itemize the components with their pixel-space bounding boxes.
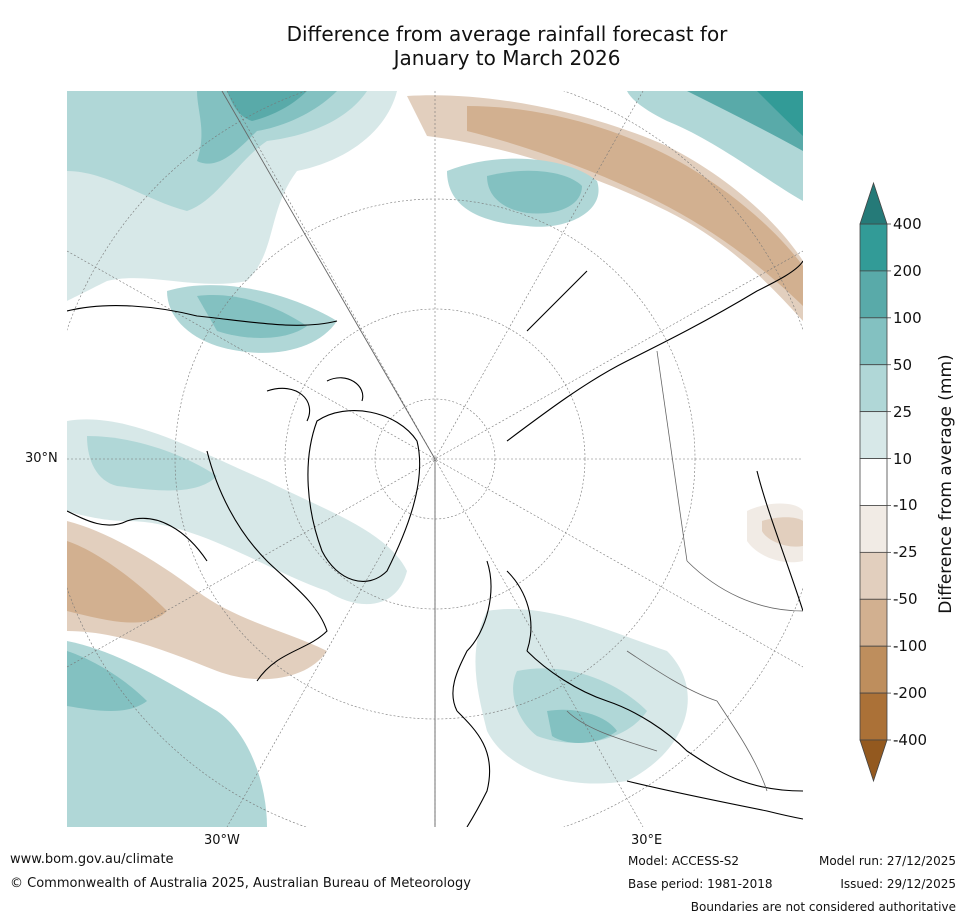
longitude-label-30w: 30°W (204, 833, 240, 848)
coastline-east-asia (756, 470, 803, 612)
colorbar-band (859, 645, 888, 694)
colorbar-tick-label: 50 (893, 355, 913, 374)
wet-region-mediterranean-core (513, 668, 647, 743)
dry-region-east-asia-core (762, 517, 803, 547)
colorbar-tick-label: -100 (893, 637, 928, 656)
colorbar-lower-extension (859, 739, 888, 783)
colorbar-band (859, 411, 888, 459)
website-url[interactable]: www.bom.gov.au/climate (10, 852, 174, 867)
colorbar-tick-label: -10 (893, 496, 918, 515)
boundaries-disclaimer: Boundaries are not considered authoritat… (690, 900, 956, 914)
wet-region-north-pacific-peak (227, 91, 307, 121)
colorbar-band (859, 270, 888, 319)
dry-region-eastern-pacific (67, 521, 327, 680)
colorbar-tick-label: 10 (893, 449, 913, 468)
colorbar-tick-label: 100 (893, 308, 922, 327)
longitude-label-30e: 30°E (631, 833, 663, 848)
coastline-europe (456, 650, 803, 827)
forecast-map (67, 91, 803, 827)
colorbar-tick-label: -400 (893, 731, 928, 749)
colorbar-band (859, 505, 888, 553)
coastline-canadian-arctic (266, 377, 364, 422)
colorbar-tick-label: -25 (893, 543, 918, 562)
colorbar-tick-label: -50 (893, 590, 918, 609)
colorbar-band (859, 692, 888, 741)
base-period: Base period: 1981-2018 (628, 877, 773, 891)
map-canvas (67, 91, 803, 827)
latitude-label-30n: 30°N (25, 451, 58, 466)
title-line-2: January to March 2026 (393, 46, 621, 70)
map-solid-meridians (221, 91, 436, 827)
colorbar-tick-label: 200 (893, 261, 922, 280)
dry-region-north-atlantic-core (467, 106, 803, 306)
coastline-siberia (506, 260, 803, 442)
wet-region-alaska-core (197, 295, 307, 338)
copyright-text: © Commonwealth of Australia 2025, Austra… (10, 876, 471, 891)
wet-region-subtropical-pacific-core (67, 651, 147, 711)
country-borders (566, 350, 803, 792)
coastlines (67, 260, 803, 827)
colorbar-upper-extension (859, 181, 888, 225)
colorbar-title: Difference from average (mm) (936, 354, 956, 614)
title-line-1: Difference from average rainfall forecas… (286, 22, 728, 46)
map-title: Difference from average rainfall forecas… (180, 22, 834, 70)
model-name: Model: ACCESS-S2 (628, 854, 740, 868)
colorbar-band (859, 223, 888, 272)
dry-region-eastern-pacific-core (67, 541, 167, 623)
colorbar-tick-label: 25 (893, 402, 913, 421)
colorbar-band (859, 458, 888, 506)
colorbar-tick-label: -200 (893, 684, 928, 703)
coastline-north-africa (626, 780, 803, 820)
colorbar-band (859, 317, 888, 366)
wet-region-northeast-peak (757, 91, 803, 136)
coastline-scandinavia (452, 560, 532, 712)
wet-region-high-arctic-core (487, 170, 582, 214)
wet-region-mediterranean-peak (547, 709, 617, 743)
colorbar-band (859, 551, 888, 600)
model-run-date: Model run: 27/12/2025 (818, 854, 956, 868)
colorbar-band (859, 364, 888, 413)
wet-region-canada-core (87, 436, 217, 491)
colorbar-band (859, 598, 888, 647)
coastline-greenland (307, 410, 421, 582)
coastline-north-america (67, 305, 338, 682)
colorbar-tick-label: 400 (893, 215, 922, 233)
issued-date: Issued: 29/12/2025 (840, 877, 956, 891)
